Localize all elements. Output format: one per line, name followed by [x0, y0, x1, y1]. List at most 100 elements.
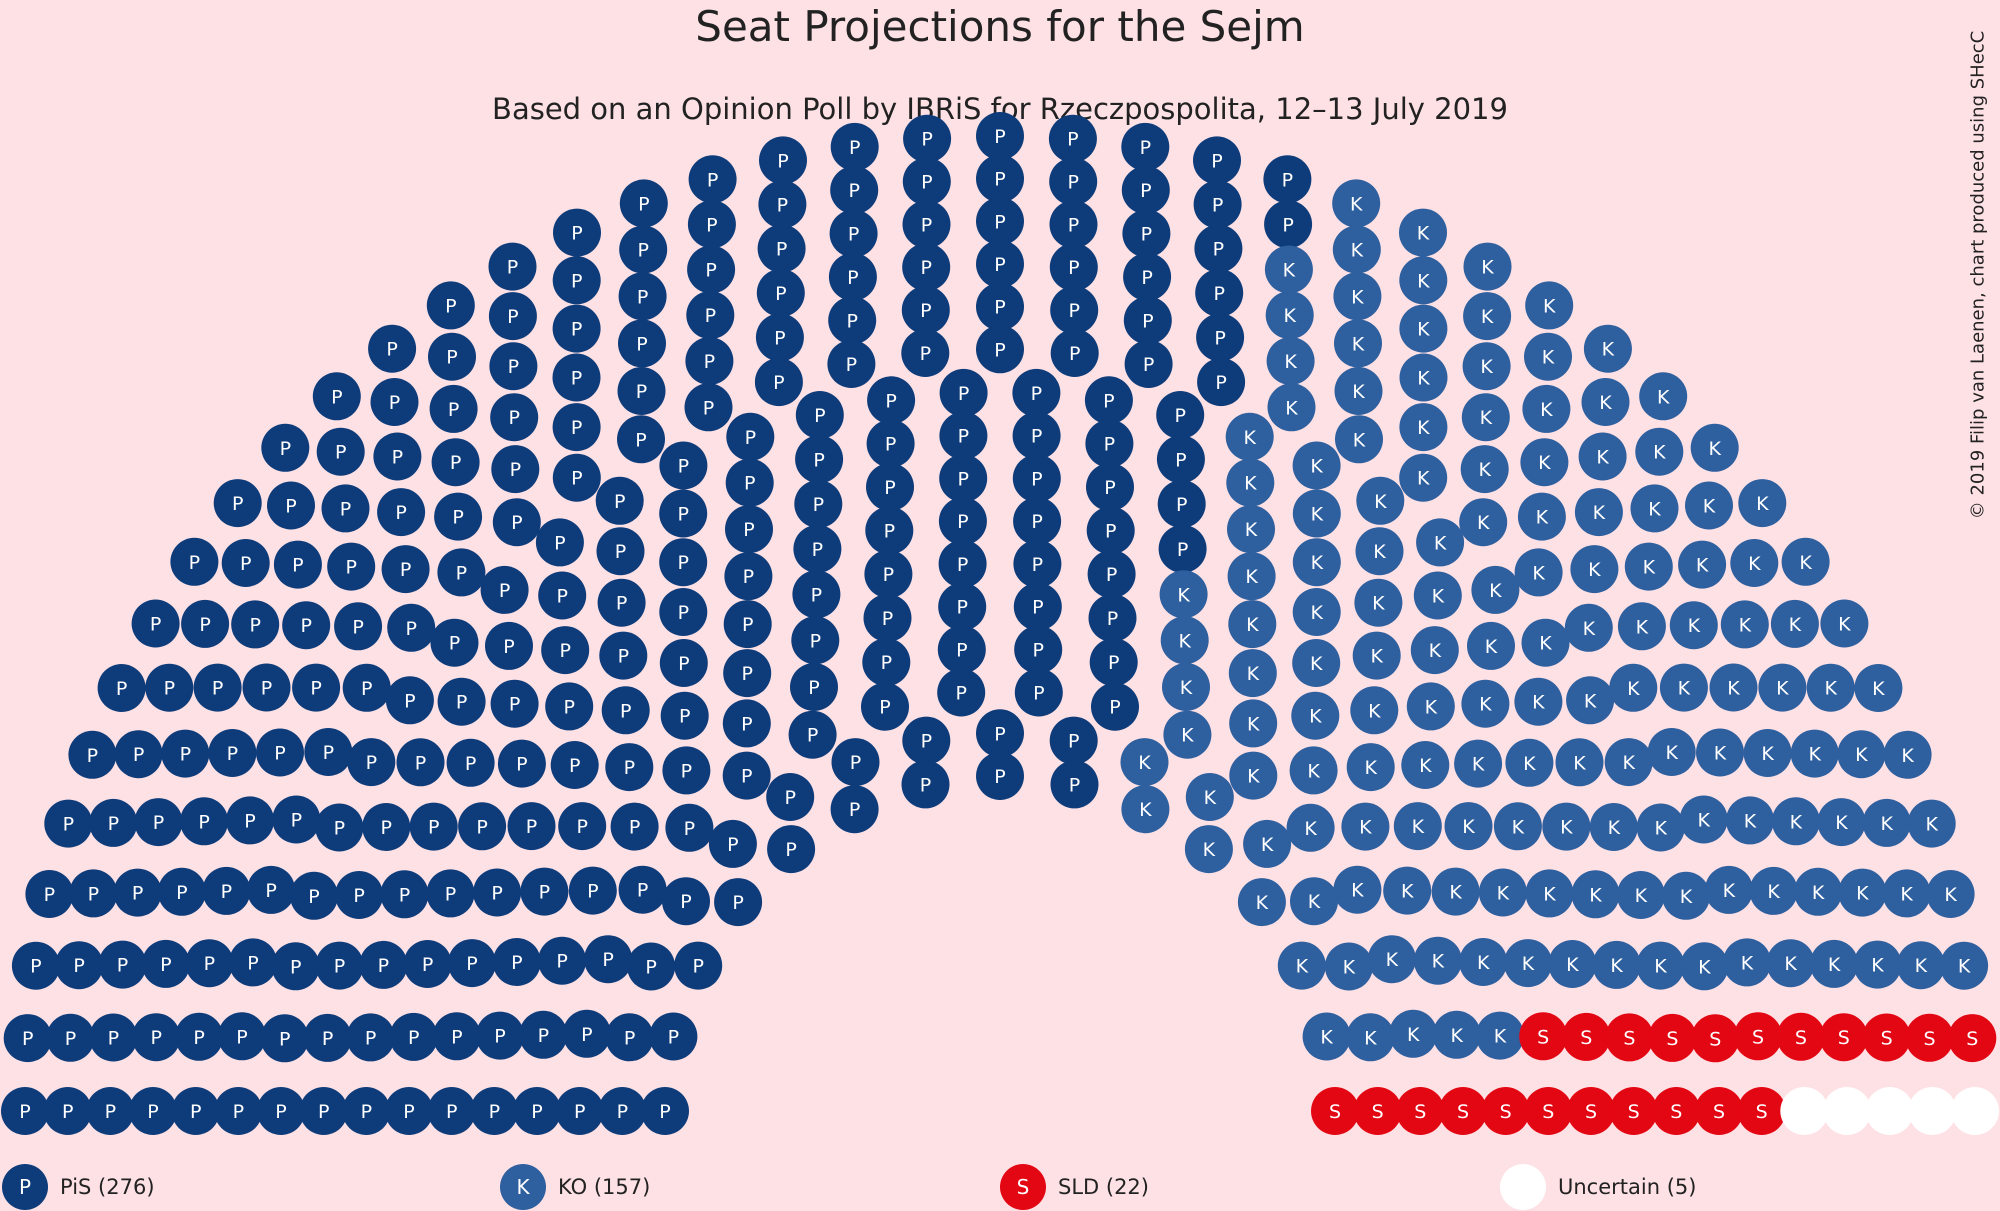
svg-text:P: P	[920, 774, 931, 796]
seat-pis: P	[485, 621, 533, 670]
svg-text:K: K	[1697, 810, 1710, 832]
svg-text:K: K	[1370, 646, 1383, 668]
seat-ko: K	[1679, 795, 1728, 844]
seat-ko: K	[1521, 618, 1570, 667]
seat-ko: K	[1517, 492, 1566, 541]
svg-text:P: P	[807, 725, 818, 747]
svg-text:K: K	[1680, 886, 1693, 908]
seat-pis: P	[685, 337, 734, 385]
seat-pis: P	[605, 743, 654, 792]
svg-text:P: P	[1140, 137, 1151, 159]
seat-ko: K	[1334, 367, 1383, 415]
svg-text:P: P	[280, 438, 291, 460]
seat-sld: S	[1695, 1087, 1743, 1135]
svg-text:P: P	[516, 754, 527, 776]
svg-text:K: K	[1723, 880, 1736, 902]
seat-ko: K	[1639, 372, 1688, 421]
seat-pis: P	[758, 180, 807, 229]
seat-ko: K	[1609, 663, 1658, 712]
svg-text:P: P	[571, 319, 582, 341]
svg-text:S: S	[1838, 1027, 1850, 1049]
svg-text:K: K	[1838, 614, 1851, 636]
seat-pis: P	[3, 1014, 52, 1063]
seat-pis: P	[724, 552, 773, 601]
svg-text:K: K	[1243, 427, 1256, 449]
seat-pis: P	[1084, 376, 1133, 425]
seat-pis: P	[599, 631, 648, 680]
svg-text:P: P	[386, 339, 397, 361]
svg-text:K: K	[1543, 883, 1556, 905]
seat-pis: P	[866, 419, 915, 468]
svg-text:K: K	[1203, 839, 1216, 861]
seat-pis: P	[830, 785, 879, 834]
svg-text:P: P	[618, 646, 629, 668]
seat-ko: K	[1291, 691, 1340, 740]
seat-pis: P	[619, 225, 668, 274]
seat-pis: P	[208, 729, 257, 777]
svg-text:P: P	[449, 633, 460, 655]
svg-text:P: P	[1068, 300, 1079, 322]
seat-ko: K	[1332, 225, 1381, 274]
svg-text:P: P	[773, 372, 784, 394]
seat-ko: K	[1838, 868, 1887, 917]
svg-text:P: P	[22, 1028, 33, 1050]
svg-text:P: P	[164, 678, 175, 700]
svg-text:P: P	[692, 956, 703, 978]
seat-ko: K	[1883, 730, 1932, 779]
svg-text:P: P	[292, 555, 303, 577]
seat-ko: K	[1410, 626, 1459, 675]
svg-text:K: K	[1872, 678, 1885, 700]
seat-uncertain	[1823, 1087, 1871, 1135]
svg-text:P: P	[539, 882, 550, 904]
svg-text:K: K	[1790, 811, 1803, 833]
seat-pis: P	[831, 738, 880, 787]
seat-ko: K	[1228, 649, 1277, 698]
seat-ko: K	[1720, 600, 1769, 649]
seat-ko: K	[1350, 686, 1399, 735]
seat-pis: P	[976, 240, 1024, 288]
svg-text:K: K	[1808, 744, 1821, 766]
svg-text:K: K	[1450, 1025, 1463, 1047]
svg-text:K: K	[1756, 493, 1769, 515]
svg-text:K: K	[1542, 347, 1555, 369]
svg-text:P: P	[678, 602, 689, 624]
svg-text:P: P	[380, 817, 391, 839]
seat-pis: P	[686, 291, 735, 340]
svg-text:S: S	[1666, 1028, 1678, 1050]
seat-ko: K	[1781, 537, 1830, 586]
svg-text:K: K	[1247, 663, 1260, 685]
svg-text:P: P	[1215, 372, 1226, 394]
svg-text:P: P	[882, 608, 893, 630]
svg-text:P: P	[265, 880, 276, 902]
legend-label-ko: KO (157)	[558, 1175, 651, 1199]
svg-text:P: P	[147, 1101, 158, 1123]
svg-text:P: P	[1142, 310, 1153, 332]
seat-pis: P	[1123, 252, 1172, 301]
seat-ko: K	[1476, 1011, 1524, 1060]
svg-text:P: P	[285, 496, 296, 518]
seat-pis: P	[489, 342, 538, 391]
svg-text:K: K	[1538, 452, 1551, 474]
svg-text:P: P	[846, 354, 857, 376]
svg-text:K: K	[1432, 586, 1445, 608]
seat-ko: K	[1406, 682, 1455, 731]
svg-text:K: K	[1304, 818, 1317, 840]
svg-text:P: P	[775, 283, 786, 305]
svg-text:P: P	[808, 677, 819, 699]
seat-pis: P	[901, 760, 950, 809]
seat-ko: K	[1766, 939, 1815, 988]
seat-ko: K	[1121, 785, 1170, 834]
seat-pis: P	[368, 324, 417, 373]
seat-ko: K	[1461, 679, 1510, 728]
seat-ko: K	[1229, 699, 1278, 748]
seat-ko: K	[1432, 1010, 1481, 1059]
seat-pis: P	[113, 868, 162, 917]
svg-text:K: K	[1247, 713, 1260, 735]
seat-ko: K	[1616, 871, 1665, 919]
svg-text:K: K	[1480, 407, 1493, 429]
seat-pis: P	[44, 799, 93, 848]
seat-ko: K	[1570, 545, 1619, 594]
svg-text:K: K	[1181, 725, 1194, 747]
seat-uncertain	[1908, 1087, 1957, 1135]
svg-text:P: P	[275, 1101, 286, 1123]
